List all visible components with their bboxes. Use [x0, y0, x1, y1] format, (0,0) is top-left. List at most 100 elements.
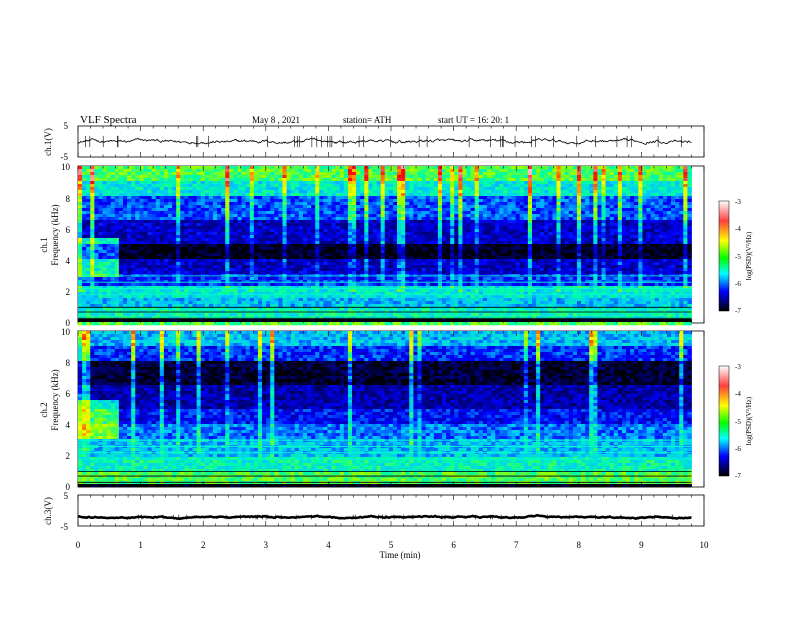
- ch.1-spectrogram-cell: [197, 205, 201, 208]
- ch.1-spectrogram-cell: [577, 256, 581, 259]
- ch.1-spectrogram-cell: [409, 166, 413, 169]
- ch.1-spectrogram-cell: [225, 196, 229, 199]
- ch.1-spectrogram-cell: [332, 199, 336, 202]
- ch.1-spectrogram-cell: [262, 235, 266, 238]
- ch.1-spectrogram-cell: [467, 235, 471, 238]
- ch.1-spectrogram-cell: [634, 250, 638, 253]
- ch.1-spectrogram-cell: [340, 211, 344, 214]
- ch.1-spectrogram-cell: [454, 214, 458, 217]
- ch.1-spectrogram-cell: [475, 229, 479, 232]
- ch.1-spectrogram-cell: [642, 244, 646, 247]
- ch.1-spectrogram-cell: [597, 262, 601, 265]
- ch.1-spectrogram-cell: [614, 196, 618, 199]
- ch.1-spectrogram-cell: [90, 181, 94, 184]
- ch.1-spectrogram-cell: [168, 205, 172, 208]
- ch.1-spectrogram-cell: [413, 190, 417, 193]
- ch.1-spectrogram-cell: [422, 211, 426, 214]
- ch.1-spectrogram-cell: [573, 202, 577, 205]
- ch.1-spectrogram-cell: [651, 202, 655, 205]
- ch.1-spectrogram-cell: [548, 202, 552, 205]
- ch.1-spectrogram-cell: [417, 193, 421, 196]
- ch.1-spectrogram-cell: [344, 184, 348, 187]
- ch.1-spectrogram-cell: [405, 259, 409, 262]
- ch.1-spectrogram-cell: [655, 217, 659, 220]
- ch.1-spectrogram-cell: [377, 202, 381, 205]
- ch.1-spectrogram-cell: [352, 256, 356, 259]
- ch.1-spectrogram-cell: [458, 253, 462, 256]
- ch.1-spectrogram-cell: [135, 238, 139, 241]
- ch.1-spectrogram-cell: [512, 196, 516, 199]
- ch.1-spectrogram-cell: [597, 238, 601, 241]
- ch.1-spectrogram-cell: [389, 220, 393, 223]
- ch.1-spectrogram-cell: [532, 247, 536, 250]
- ch.1-spectrogram-cell: [340, 196, 344, 199]
- ch.1-spectrogram-cell: [565, 166, 569, 169]
- ch.1-spectrogram-cell: [303, 256, 307, 259]
- ch.1-spectrogram-cell: [667, 181, 671, 184]
- ch.1-spectrogram-cell: [352, 259, 356, 262]
- ch.1-spectrogram-cell: [679, 169, 683, 172]
- ch.1-spectrogram-cell: [274, 253, 278, 256]
- ch.1-spectrogram-cell: [282, 256, 286, 259]
- ch.1-spectrogram-cell: [430, 172, 434, 175]
- ch.1-spectrogram-cell: [397, 238, 401, 241]
- ch.1-spectrogram-cell: [164, 169, 168, 172]
- ch.1-spectrogram-cell: [348, 241, 352, 244]
- ch.1-spectrogram-cell: [368, 223, 372, 226]
- ch.1-spectrogram-cell: [188, 193, 192, 196]
- ch.1-spectrogram-cell: [209, 253, 213, 256]
- ch.1-spectrogram-cell: [266, 214, 270, 217]
- ch.1-spectrogram-cell: [389, 244, 393, 247]
- ch.1-spectrogram-cell: [82, 166, 86, 169]
- ch.1-spectrogram-cell: [434, 214, 438, 217]
- ch.1-spectrogram-cell: [536, 247, 540, 250]
- ch.1-spectrogram-cell: [172, 208, 176, 211]
- ch.1-spectrogram-cell: [422, 205, 426, 208]
- ch.1-spectrogram-cell: [131, 241, 135, 244]
- ch.1-spectrogram-cell: [160, 172, 164, 175]
- ch.1-spectrogram-cell: [348, 175, 352, 178]
- ch.1-spectrogram-cell: [479, 250, 483, 253]
- ch.1-spectrogram-cell: [561, 214, 565, 217]
- ch.1-spectrogram-cell: [573, 223, 577, 226]
- ch.1-spectrogram-cell: [242, 226, 246, 229]
- ch.1-spectrogram-cell: [209, 244, 213, 247]
- ch.1-spectrogram-cell: [319, 262, 323, 265]
- ch.1-spectrogram-cell: [266, 187, 270, 190]
- ch.1-spectrogram-cell: [675, 238, 679, 241]
- ch.1-spectrogram-cell: [516, 199, 520, 202]
- ch.1-spectrogram-cell: [270, 223, 274, 226]
- ch.1-spectrogram-cell: [622, 166, 626, 169]
- ch.1-spectrogram-cell: [107, 259, 111, 262]
- ch.1-spectrogram-cell: [221, 256, 225, 259]
- ch.1-spectrogram-cell: [107, 262, 111, 265]
- ch.1-spectrogram-cell: [638, 223, 642, 226]
- ch.1-spectrogram-cell: [638, 211, 642, 214]
- ch.1-spectrogram-cell: [393, 178, 397, 181]
- ch.1-spectrogram-cell: [344, 217, 348, 220]
- ch.1-spectrogram-cell: [160, 220, 164, 223]
- ch.1-spectrogram-cell: [295, 190, 299, 193]
- ch.1-spectrogram-cell: [377, 229, 381, 232]
- ch.1-spectrogram-cell: [82, 178, 86, 181]
- ch1-ytick-bottom: -5: [61, 152, 69, 162]
- ch.1-spectrogram-cell: [540, 229, 544, 232]
- ch.1-spectrogram-cell: [385, 208, 389, 211]
- ch.1-spectrogram-cell: [213, 250, 217, 253]
- ch.1-spectrogram-cell: [471, 187, 475, 190]
- ch.1-spectrogram-cell: [467, 244, 471, 247]
- ch.1-spectrogram-cell: [103, 181, 107, 184]
- ch.1-spectrogram-cell: [422, 175, 426, 178]
- ch.1-spectrogram-cell: [311, 238, 315, 241]
- ch.1-spectrogram-cell: [291, 238, 295, 241]
- ch.1-spectrogram-cell: [520, 181, 524, 184]
- ch.1-spectrogram-cell: [581, 238, 585, 241]
- ch.1-spectrogram-cell: [143, 238, 147, 241]
- ch.1-spectrogram-cell: [516, 178, 520, 181]
- ch.1-spectrogram-cell: [597, 193, 601, 196]
- ch.1-spectrogram-cell: [630, 169, 634, 172]
- ch.1-spectrogram-cell: [303, 172, 307, 175]
- ch.1-spectrogram-cell: [663, 205, 667, 208]
- ch.1-spectrogram-cell: [327, 232, 331, 235]
- ch.1-spectrogram-cell: [315, 259, 319, 262]
